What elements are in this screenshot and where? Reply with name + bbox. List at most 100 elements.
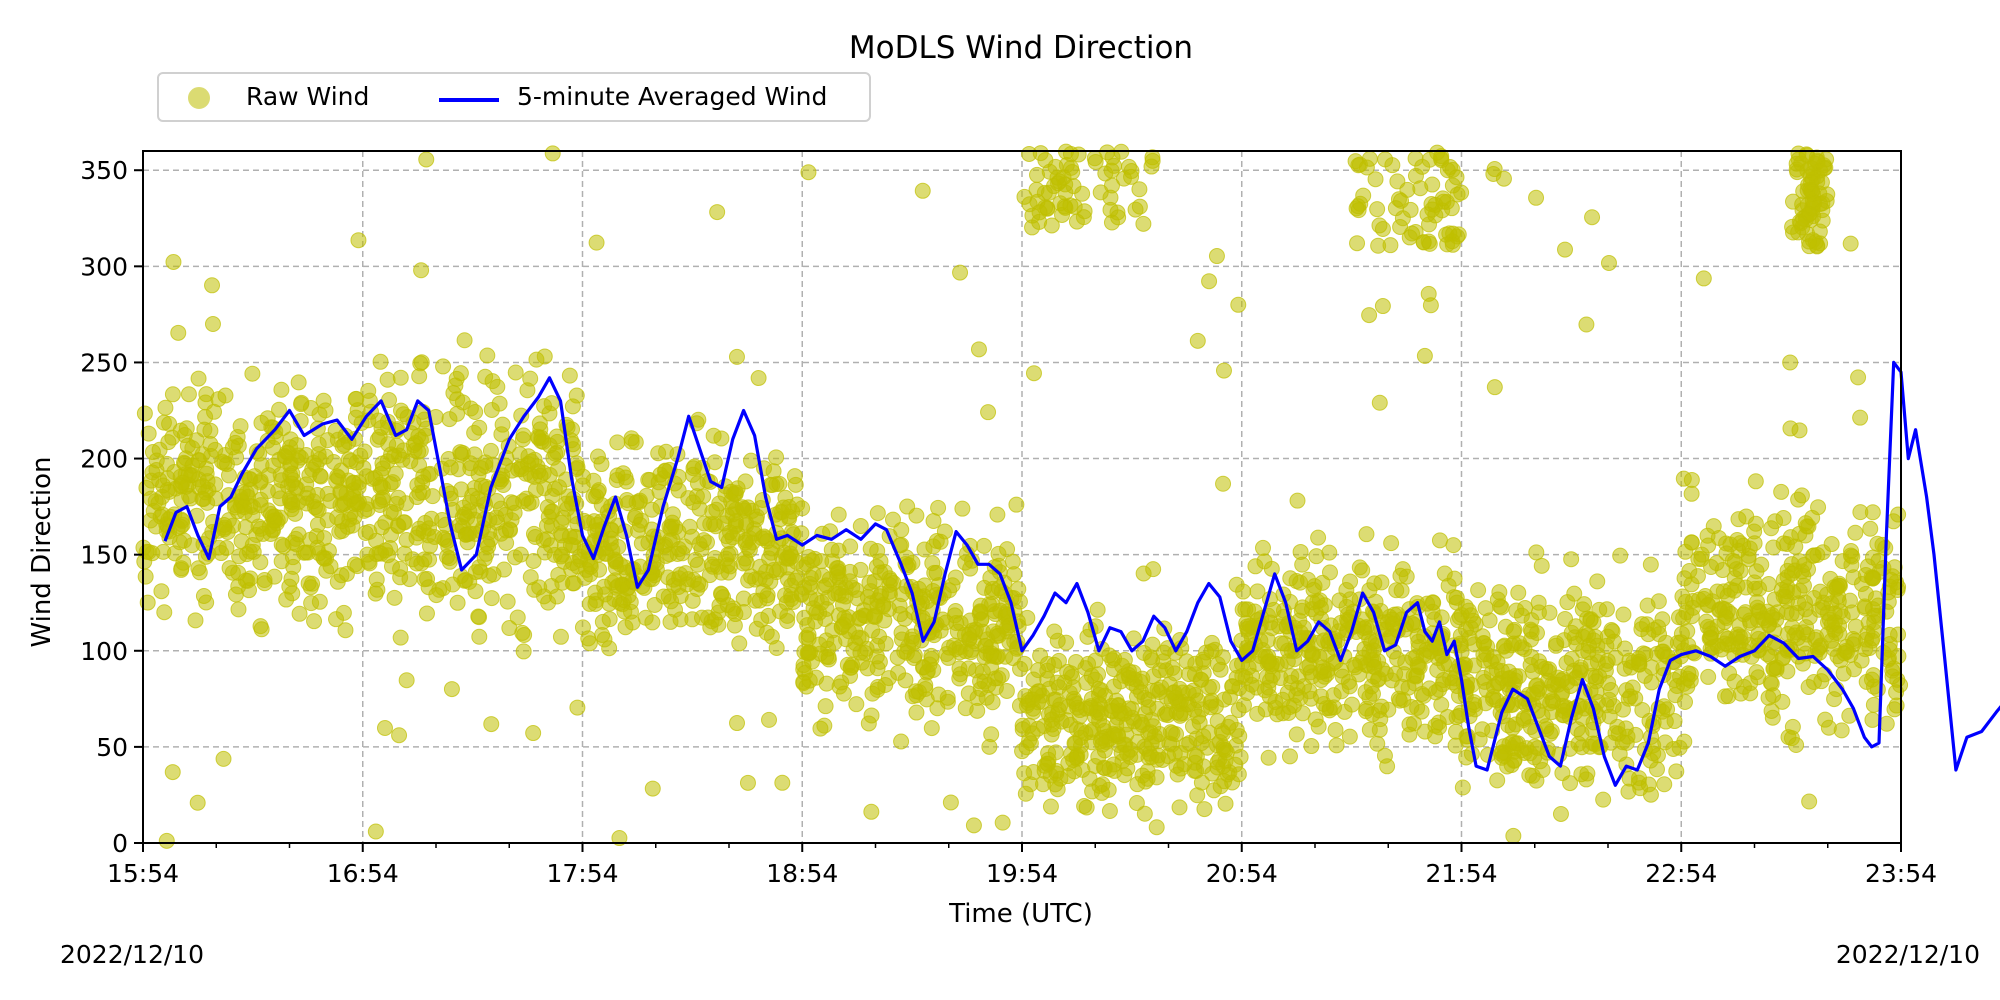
raw-wind-point: [1642, 556, 1659, 573]
raw-wind-point: [1847, 524, 1864, 541]
raw-wind-point: [1766, 660, 1783, 677]
raw-wind-point: [259, 410, 276, 427]
raw-wind-point: [1123, 163, 1140, 180]
raw-wind-point: [951, 670, 968, 687]
raw-wind-point: [322, 492, 339, 509]
raw-wind-point: [869, 598, 886, 615]
raw-wind-point: [527, 529, 544, 546]
raw-wind-point: [1200, 679, 1217, 696]
raw-wind-point: [1016, 765, 1033, 782]
raw-wind-point: [153, 583, 170, 600]
raw-wind-point: [398, 672, 415, 689]
raw-wind-point: [604, 574, 621, 591]
raw-wind-point: [1845, 661, 1862, 678]
raw-wind-point: [1489, 772, 1506, 789]
raw-wind-point: [1618, 682, 1635, 699]
raw-wind-point: [1215, 758, 1232, 775]
y-tick-label: 50: [96, 733, 128, 762]
raw-wind-point: [1408, 667, 1425, 684]
y-tick-label: 100: [80, 637, 128, 666]
raw-wind-point: [531, 579, 548, 596]
raw-wind-point: [1495, 638, 1512, 655]
raw-wind-point: [1358, 526, 1375, 543]
raw-wind-point: [1513, 639, 1530, 656]
raw-wind-point: [499, 593, 516, 610]
raw-wind-point: [1202, 699, 1219, 716]
raw-wind-point: [1738, 508, 1755, 525]
raw-wind-point: [954, 500, 971, 517]
raw-wind-point: [1595, 791, 1612, 808]
raw-wind-point: [509, 609, 526, 626]
raw-wind-point: [1614, 734, 1631, 751]
raw-wind-point: [1294, 556, 1311, 573]
raw-wind-point: [1751, 580, 1768, 597]
raw-wind-point: [1584, 209, 1601, 226]
raw-wind-point: [1215, 475, 1232, 492]
raw-wind-point: [763, 540, 780, 557]
raw-wind-point: [1062, 665, 1079, 682]
raw-wind-point: [178, 420, 195, 437]
raw-wind-point: [1172, 705, 1189, 722]
raw-wind-point: [768, 639, 785, 656]
raw-wind-point: [382, 503, 399, 520]
raw-wind-point: [374, 489, 391, 506]
raw-wind-point: [1530, 594, 1547, 611]
raw-wind-point: [880, 670, 897, 687]
y-tick-label: 200: [80, 445, 128, 474]
raw-wind-point: [241, 543, 258, 560]
raw-wind-point: [173, 561, 190, 578]
raw-wind-point: [1474, 721, 1491, 738]
raw-wind-point: [217, 387, 234, 404]
raw-wind-point: [1803, 183, 1820, 200]
raw-wind-point: [817, 611, 834, 628]
raw-wind-point: [1292, 624, 1309, 641]
raw-wind-point: [300, 575, 317, 592]
raw-wind-point: [1864, 504, 1881, 521]
raw-wind-point: [1408, 648, 1425, 665]
raw-wind-point: [273, 536, 290, 553]
raw-wind-point: [540, 594, 557, 611]
raw-wind-point: [952, 264, 969, 281]
raw-wind-point: [435, 529, 452, 546]
raw-wind-point: [164, 386, 181, 403]
raw-wind-point: [1171, 680, 1188, 697]
raw-wind-point: [1599, 652, 1616, 669]
raw-wind-point: [515, 643, 532, 660]
raw-wind-point: [1150, 747, 1167, 764]
raw-wind-point: [164, 764, 181, 781]
raw-wind-point: [420, 466, 437, 483]
raw-wind-point: [847, 635, 864, 652]
raw-wind-point: [1762, 674, 1779, 691]
raw-wind-point: [892, 606, 909, 623]
raw-wind-point: [1784, 619, 1801, 636]
raw-wind-point: [1110, 209, 1127, 226]
raw-wind-point: [1700, 596, 1717, 613]
raw-wind-point: [1505, 623, 1522, 640]
raw-wind-scatter: [135, 143, 1909, 849]
raw-wind-point: [1143, 158, 1160, 175]
raw-wind-point: [1862, 520, 1879, 537]
raw-wind-point: [787, 476, 804, 493]
raw-wind-point: [1256, 553, 1273, 570]
raw-wind-point: [1709, 583, 1726, 600]
raw-wind-point: [1890, 626, 1907, 643]
raw-wind-point: [311, 593, 328, 610]
raw-wind-point: [505, 495, 522, 512]
raw-wind-point: [1445, 537, 1462, 554]
raw-wind-point: [1017, 785, 1034, 802]
x-tick-label: 16:54: [327, 859, 399, 888]
raw-wind-point: [1105, 661, 1122, 678]
raw-wind-point: [641, 471, 658, 488]
raw-wind-point: [743, 452, 760, 469]
raw-wind-point: [1134, 767, 1151, 784]
raw-wind-point: [1782, 354, 1799, 371]
raw-wind-point: [561, 367, 578, 384]
raw-wind-point: [1866, 614, 1883, 631]
raw-wind-point: [1112, 673, 1129, 690]
raw-wind-point: [395, 406, 412, 423]
raw-wind-point: [218, 540, 235, 557]
raw-wind-point: [593, 456, 610, 473]
raw-wind-point: [1131, 198, 1148, 215]
raw-wind-point: [1801, 233, 1818, 250]
raw-wind-point: [936, 523, 953, 540]
